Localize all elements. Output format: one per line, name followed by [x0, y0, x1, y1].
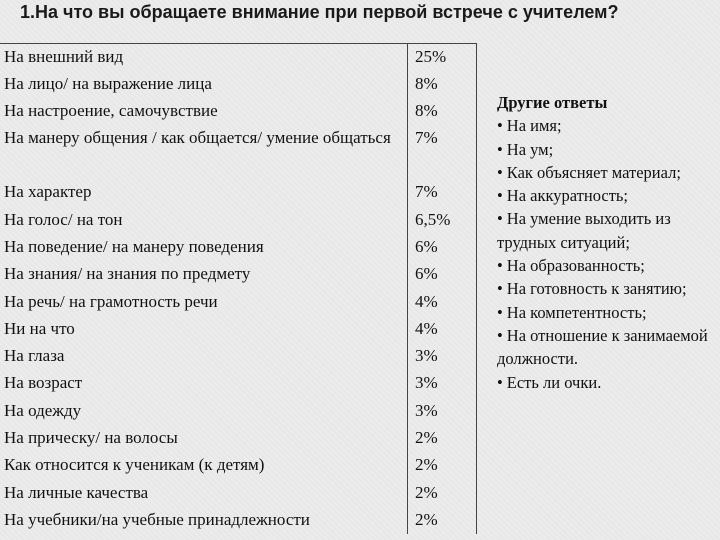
percent-cell: 3%	[407, 397, 477, 426]
answer-cell: На прическу/ на волосы	[4, 428, 178, 448]
answer-cell: На характер	[4, 182, 92, 202]
answer-cell: На настроение, самочувствие	[4, 101, 218, 121]
list-item-text: На отношение к занимаемой должности.	[497, 325, 708, 369]
percent-cell: 2%	[407, 506, 477, 535]
percent-cell: 8%	[407, 98, 477, 126]
percent-cell: 2%	[407, 479, 477, 507]
table-row: На внешний вид 25%	[0, 43, 477, 71]
answer-cell: На учебники/на учебные принадлежности	[4, 509, 310, 529]
table-row: На личные качества 2%	[0, 479, 477, 507]
table-row: Как относится к ученикам (к детям) 2%	[0, 452, 477, 480]
table-row: На голос/ на тон 6,5%	[0, 206, 477, 234]
percent-cell: 2%	[407, 425, 477, 453]
table-row: На одежду 3%	[0, 397, 477, 426]
list-item: • На аккуратность;	[497, 184, 712, 207]
percent-cell: 6%	[407, 233, 477, 262]
bullet-icon: •	[497, 302, 503, 322]
bullet-icon: •	[497, 139, 503, 159]
answer-cell: На глаза	[4, 346, 65, 366]
percent-cell: 6%	[407, 261, 477, 289]
list-item-text: На компетентность;	[506, 302, 647, 322]
answer-cell: На лицо/ на выражение лица	[4, 73, 212, 93]
percent-cell: 3%	[407, 343, 477, 371]
percent-cell: 7%	[407, 125, 477, 180]
percent-cell: 8%	[407, 70, 477, 99]
list-item: • На образованность;	[497, 254, 712, 277]
bullet-icon: •	[497, 256, 503, 276]
bullet-icon: •	[497, 116, 503, 136]
bullet-icon: •	[497, 372, 503, 392]
percent-cell: 6,5%	[407, 206, 477, 234]
list-item-text: Есть ли очки.	[506, 372, 602, 392]
table-row: На речь/ на грамотность речи 4%	[0, 288, 477, 316]
percent-cell: 3%	[407, 370, 477, 398]
list-item-text: На аккуратность;	[506, 186, 629, 206]
bullet-icon: •	[497, 162, 503, 182]
responses-table: На внешний вид 25% На лицо/ на выражение л…	[0, 43, 477, 535]
bullet-icon: •	[497, 279, 503, 299]
other-answers-panel: Другие ответы • На имя; • На ум; • Как объясн…	[497, 91, 712, 394]
answer-cell: На возраст	[4, 373, 83, 393]
question-title: 1.На что вы обращаете внимание при перво…	[20, 2, 619, 22]
answer-cell: Как относится к ученикам (к детям)	[4, 455, 265, 475]
percent-cell: 7%	[407, 179, 477, 207]
list-item: • На ум;	[497, 138, 712, 161]
table-row: На поведение/ на манеру поведения 6%	[0, 233, 477, 262]
bullet-icon: •	[497, 209, 503, 229]
list-item-text: На готовность к занятию;	[506, 279, 687, 299]
answer-cell: Ни на что	[4, 318, 75, 338]
answer-cell: На манеру общения / как общается/ умение…	[4, 128, 391, 148]
table-row: На возраст 3%	[0, 370, 477, 398]
list-item: • Как объясняет материал;	[497, 161, 712, 184]
list-item: • На умение выходить из трудных ситуаций;	[497, 207, 712, 254]
bullet-icon: •	[497, 325, 503, 345]
percent-cell: 2%	[407, 452, 477, 480]
list-item-text: На имя;	[506, 116, 562, 136]
answer-cell: На голос/ на тон	[4, 209, 123, 229]
table-row: На прическу/ на волосы 2%	[0, 425, 477, 453]
table-row: На знания/ на знания по предмету 6%	[0, 261, 477, 289]
answer-cell: На внешний вид	[4, 47, 124, 66]
percent-cell: 25%	[407, 43, 477, 71]
list-item: • На готовность к занятию;	[497, 277, 712, 300]
answer-cell: На одежду	[4, 400, 82, 420]
list-item: • Есть ли очки.	[497, 371, 712, 394]
list-item: • На компетентность;	[497, 301, 712, 324]
percent-cell: 4%	[407, 315, 477, 344]
answer-cell: На знания/ на знания по предмету	[4, 264, 251, 284]
answer-cell: На поведение/ на манеру поведения	[4, 236, 264, 256]
table-row: На настроение, самочувствие 8%	[0, 98, 477, 126]
list-item-text: На умение выходить из трудных ситуаций;	[497, 209, 671, 252]
table-row: На лицо/ на выражение лица 8%	[0, 70, 477, 99]
list-item-text: На ум;	[506, 139, 554, 159]
answer-cell: На речь/ на грамотность речи	[4, 291, 218, 311]
table-row: На глаза 3%	[0, 343, 477, 371]
responses-table-body: На внешний вид 25% На лицо/ на выражение л…	[0, 43, 477, 535]
answer-cell: На личные качества	[4, 482, 149, 502]
percent-cell: 4%	[407, 288, 477, 316]
list-item: • На имя;	[497, 114, 712, 137]
other-answers-title: Другие ответы	[497, 93, 608, 112]
table-row: Ни на что 4%	[0, 315, 477, 344]
bullet-icon: •	[497, 186, 503, 206]
other-answers-list: • На имя; • На ум; • Как объясняет материал; •…	[497, 114, 712, 394]
list-item-text: На образованность;	[506, 256, 645, 276]
list-item-text: Как объясняет материал;	[506, 162, 681, 182]
table-row: На манеру общения / как общается/ умение…	[0, 125, 477, 180]
list-item: • На отношение к занимаемой должности.	[497, 324, 712, 371]
table-row: На учебники/на учебные принадлежности 2%	[0, 506, 477, 535]
table-row: На характер 7%	[0, 179, 477, 207]
